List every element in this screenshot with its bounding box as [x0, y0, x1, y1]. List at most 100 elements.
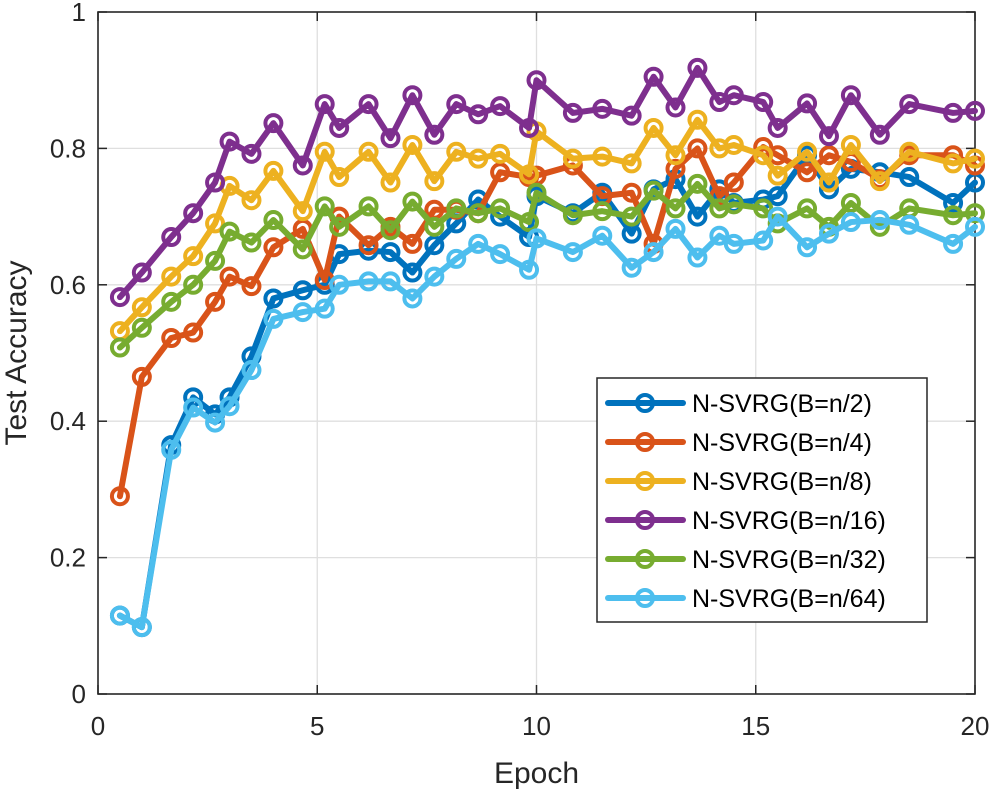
data-point	[219, 396, 240, 417]
data-point	[314, 141, 335, 162]
data-point	[161, 266, 182, 287]
data-point	[358, 196, 379, 217]
data-point	[519, 259, 540, 280]
data-point	[643, 117, 664, 138]
legend-label: N-SVRG(B=n/4)	[692, 429, 872, 457]
data-point	[723, 85, 744, 106]
data-point	[840, 85, 861, 106]
data-point	[665, 218, 686, 239]
legend: N-SVRG(B=n/2) N-SVRG(B=n/4) N-SVRG(B=n/8) N…	[596, 377, 928, 623]
data-point	[709, 225, 730, 246]
data-point	[161, 227, 182, 248]
data-point	[183, 322, 204, 343]
data-point	[490, 198, 511, 219]
data-point	[468, 104, 489, 125]
data-point	[241, 143, 262, 164]
data-point	[380, 271, 401, 292]
data-point	[490, 244, 511, 265]
y-axis-label: Test Accuracy	[0, 260, 33, 445]
data-point	[241, 360, 262, 381]
legend-label: N-SVRG(B=n/32)	[692, 546, 886, 574]
data-point	[797, 198, 818, 219]
legend-item: N-SVRG(B=n/64)	[605, 585, 886, 613]
series-4	[109, 57, 985, 308]
data-point	[241, 276, 262, 297]
data-point	[526, 228, 547, 249]
data-point	[965, 216, 985, 237]
data-point	[131, 317, 152, 338]
data-point	[840, 212, 861, 233]
data-point	[446, 198, 467, 219]
data-point	[943, 102, 964, 123]
data-point	[424, 124, 445, 145]
legend-swatch-marker	[635, 432, 655, 452]
legend-item: N-SVRG(B=n/2)	[605, 390, 872, 418]
data-point	[899, 214, 920, 235]
data-point	[161, 439, 182, 460]
data-point	[797, 141, 818, 162]
data-point	[753, 145, 774, 166]
data-point	[380, 128, 401, 149]
data-point	[263, 113, 284, 134]
data-point	[840, 192, 861, 213]
x-tick-label: 10	[522, 711, 551, 741]
data-point	[241, 190, 262, 211]
data-point	[468, 148, 489, 169]
data-point	[424, 171, 445, 192]
series-6	[109, 206, 985, 638]
data-point	[329, 216, 350, 237]
data-point	[723, 134, 744, 155]
legend-box	[596, 377, 928, 623]
data-point	[205, 213, 226, 234]
data-point	[263, 160, 284, 181]
series-line	[116, 64, 978, 301]
data-point	[263, 288, 284, 309]
data-point	[818, 126, 839, 147]
legend-item: N-SVRG(B=n/16)	[605, 507, 886, 535]
data-point	[621, 105, 642, 126]
data-point	[665, 198, 686, 219]
data-point	[109, 605, 130, 626]
data-point	[753, 230, 774, 251]
data-point	[380, 242, 401, 263]
data-point	[131, 366, 152, 387]
y-tick-label: 0.8	[50, 133, 86, 163]
data-point	[490, 96, 511, 117]
data-point	[358, 271, 379, 292]
data-point	[263, 210, 284, 231]
data-point	[592, 201, 613, 222]
data-point	[424, 235, 445, 256]
data-point	[723, 233, 744, 254]
data-point	[965, 148, 985, 169]
legend-label: N-SVRG(B=n/64)	[692, 585, 886, 613]
y-tick-label: 0	[72, 679, 86, 709]
data-point	[687, 173, 708, 194]
data-point	[241, 232, 262, 253]
data-point	[869, 171, 890, 192]
data-point	[329, 117, 350, 138]
data-point	[490, 162, 511, 183]
data-point	[869, 124, 890, 145]
data-point	[797, 162, 818, 183]
data-point	[621, 206, 642, 227]
y-tick-label: 0.2	[50, 543, 86, 573]
data-point	[219, 266, 240, 287]
data-point	[562, 102, 583, 123]
data-point	[687, 138, 708, 159]
data-point	[840, 134, 861, 155]
data-point	[818, 145, 839, 166]
data-point	[767, 165, 788, 186]
x-tick-label: 15	[741, 711, 770, 741]
data-point	[314, 196, 335, 217]
data-point	[643, 66, 664, 87]
series-line	[116, 213, 978, 631]
x-tick-label: 20	[961, 711, 990, 741]
data-point	[899, 141, 920, 162]
data-point	[292, 155, 313, 176]
data-point	[643, 180, 664, 201]
data-point	[205, 250, 226, 271]
data-point	[767, 117, 788, 138]
data-point	[899, 167, 920, 188]
series-layer	[109, 57, 985, 638]
